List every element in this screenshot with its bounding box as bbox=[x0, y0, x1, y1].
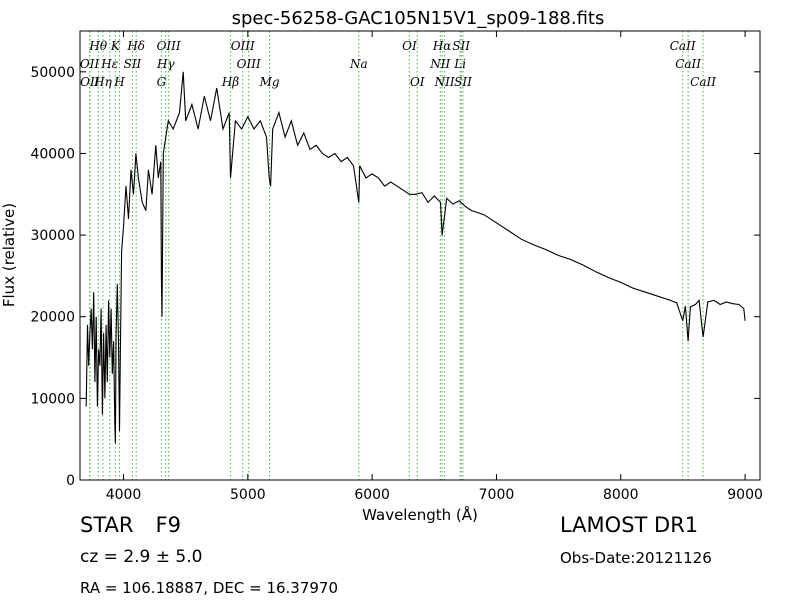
obs-date: Obs-Date:20121126 bbox=[560, 549, 712, 567]
x-axis-label: Wavelength (Å) bbox=[362, 505, 478, 524]
coordinates: RA = 106.18887, DEC = 16.37970 bbox=[80, 579, 339, 597]
spectrum-line bbox=[85, 71, 746, 444]
y-tick-label: 10000 bbox=[30, 391, 75, 407]
x-tick-label: 8000 bbox=[603, 487, 639, 503]
line-annotation-label: Hδ bbox=[126, 39, 145, 53]
classification: STAR F9 bbox=[80, 513, 181, 537]
line-annotation-label: G bbox=[157, 75, 167, 89]
x-tick-label: 7000 bbox=[479, 487, 515, 503]
line-annotation-label: Mg bbox=[259, 75, 280, 89]
line-annotation-label: K bbox=[110, 39, 121, 53]
x-tick-label: 9000 bbox=[727, 487, 763, 503]
x-tick-label: 4000 bbox=[106, 487, 142, 503]
survey-name: LAMOST DR1 bbox=[560, 513, 699, 537]
object-type: STAR bbox=[80, 513, 134, 537]
x-tick-label: 6000 bbox=[354, 487, 390, 503]
line-annotation-label: Hα bbox=[432, 39, 452, 53]
y-tick-label: 40000 bbox=[30, 146, 75, 162]
line-annotation-label: CaII bbox=[670, 39, 696, 53]
line-annotation-label: CaII bbox=[690, 75, 716, 89]
y-tick-label: 0 bbox=[66, 473, 75, 489]
line-annotation-label: SII bbox=[454, 75, 472, 89]
line-annotation-label: CaII bbox=[675, 57, 701, 71]
line-annotation-label: OIII bbox=[157, 39, 181, 53]
subclass: F9 bbox=[155, 513, 181, 537]
redshift: cz = 2.9 ± 5.0 bbox=[80, 547, 203, 567]
y-tick-label: 20000 bbox=[30, 310, 75, 326]
line-annotation-label: NII bbox=[434, 75, 455, 89]
y-axis-label: Flux (relative) bbox=[0, 203, 18, 307]
y-tick-label: 30000 bbox=[30, 228, 75, 244]
line-markers bbox=[89, 31, 704, 480]
line-annotation-label: Hε bbox=[100, 57, 118, 71]
line-annotation-label: OI bbox=[402, 39, 417, 53]
line-annotation-label: Li bbox=[453, 57, 466, 71]
line-annotation-label: Hβ bbox=[221, 75, 239, 89]
line-annotation-label: SII bbox=[452, 39, 470, 53]
line-annotation-label: OII bbox=[80, 75, 100, 89]
line-annotation-label: OI bbox=[410, 75, 425, 89]
x-axis: 4000 5000 6000 7000 8000 9000 bbox=[106, 31, 763, 503]
line-annotation-label: Hγ bbox=[156, 57, 175, 71]
line-annotation-label: OII bbox=[80, 57, 100, 71]
line-annotation-label: Hη bbox=[93, 75, 112, 89]
line-annotation-label: Hθ bbox=[88, 39, 107, 53]
line-annotation-label: Na bbox=[349, 57, 368, 71]
line-annotation-label: NII bbox=[429, 57, 450, 71]
chart-title: spec-56258-GAC105N15V1_sp09-188.fits bbox=[232, 8, 605, 29]
line-annotation-label: OIII bbox=[231, 39, 255, 53]
x-tick-label: 5000 bbox=[230, 487, 266, 503]
line-annotation-label: SII bbox=[124, 57, 142, 71]
plot-frame bbox=[79, 30, 761, 481]
y-axis: 0 10000 20000 30000 40000 50000 bbox=[30, 65, 760, 489]
line-annotation-label: OIII bbox=[237, 57, 261, 71]
y-tick-label: 50000 bbox=[30, 65, 75, 81]
line-annotation-label: H bbox=[113, 75, 125, 89]
